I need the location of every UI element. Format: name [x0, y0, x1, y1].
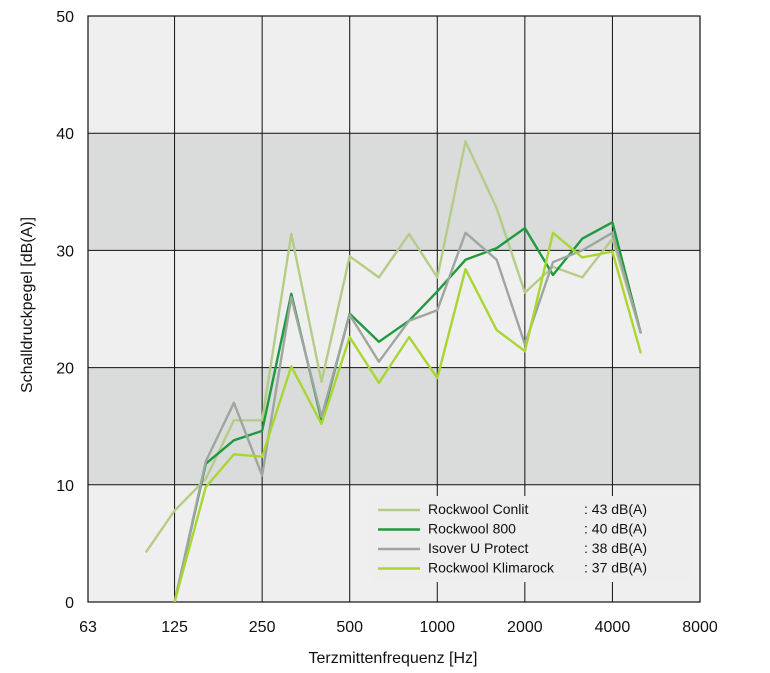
y-tick-label: 0 — [65, 595, 74, 612]
x-axis-label: Terzmittenfrequenz [Hz] — [309, 650, 478, 667]
y-tick-label: 20 — [56, 361, 74, 378]
legend-background — [372, 496, 690, 582]
x-tick-labels: 63 125 250 500 1000 2000 4000 8000 — [79, 619, 718, 636]
x-tick-label: 1000 — [419, 619, 455, 636]
legend-entry-value: : 37 dB(A) — [584, 560, 647, 576]
shaded-band — [88, 133, 700, 251]
x-tick-label: 250 — [249, 619, 276, 636]
legend-entry-value: : 43 dB(A) — [584, 501, 647, 517]
legend-entry-value: : 40 dB(A) — [584, 521, 647, 537]
legend-entry-name: Isover U Protect — [428, 540, 528, 556]
grid-lines — [87, 15, 701, 603]
y-tick-label: 10 — [56, 478, 74, 495]
shaded-band — [88, 367, 700, 485]
x-tick-label: 4000 — [595, 619, 631, 636]
legend-entry-value: : 38 dB(A) — [584, 540, 647, 556]
y-axis-label: Schalldruckpegel [dB(A)] — [19, 217, 36, 393]
legend-entry-name: Rockwool 800 — [428, 521, 516, 537]
x-tick-label: 63 — [79, 619, 97, 636]
x-tick-label: 2000 — [507, 619, 543, 636]
legend-entry-name: Rockwool Klimarock — [428, 560, 555, 576]
y-tick-label: 30 — [56, 243, 74, 260]
y-tick-label: 50 — [56, 9, 74, 26]
series-layer — [145, 140, 642, 602]
legend: Rockwool Conlit : 43 dB(A) Rockwool 800 : 4… — [372, 496, 690, 582]
x-tick-label: 8000 — [682, 619, 718, 636]
y-tick-label: 40 — [56, 126, 74, 143]
y-tick-labels: 0 10 20 30 40 50 — [56, 9, 74, 612]
series-line — [173, 231, 642, 602]
series-line — [173, 231, 642, 602]
x-tick-label: 500 — [336, 619, 363, 636]
legend-entry-name: Rockwool Conlit — [428, 501, 528, 517]
x-tick-label: 125 — [161, 619, 188, 636]
plot-frame — [87, 15, 701, 603]
